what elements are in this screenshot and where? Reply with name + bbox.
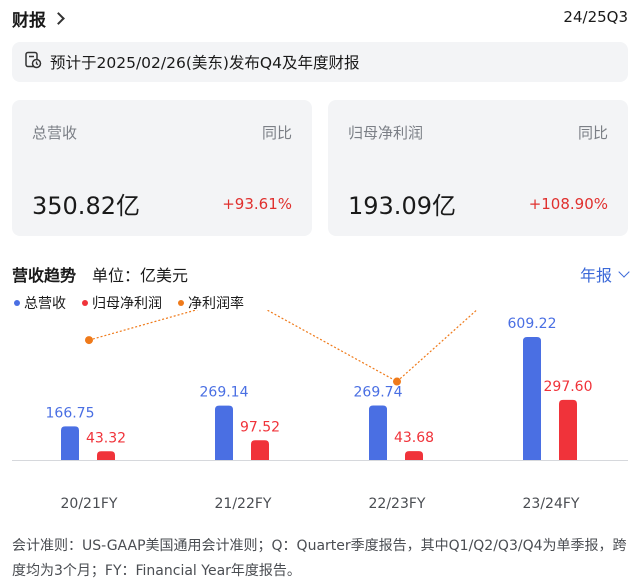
legend-label-revenue: 总营收	[24, 296, 66, 312]
net-profit-yoy-label: 同比	[577, 124, 608, 142]
bar-revenue-3	[523, 337, 541, 460]
trend-title: 营收趋势	[12, 266, 77, 285]
net-profit-yoy-change: +108.90%	[528, 195, 608, 213]
net-profit-label: 归母净利润	[348, 124, 424, 142]
earnings-header: 财报 24/25Q3	[12, 6, 628, 32]
margin-point-0	[85, 336, 93, 345]
revenue-value: 350.82亿	[32, 192, 140, 220]
bar-net-profit-3	[559, 399, 577, 460]
trend-header: 营收趋势 单位：亿美元 年报	[12, 262, 630, 286]
data-label-net-profit-1: 97.52	[240, 419, 280, 435]
period-type-dropdown[interactable]: 年报	[579, 262, 630, 286]
trend-unit: 单位：亿美元	[92, 266, 189, 285]
bar-revenue-2	[369, 405, 387, 460]
bar-revenue-1	[215, 405, 233, 460]
margin-point-2	[393, 377, 401, 386]
legend-dot-margin	[178, 300, 184, 306]
revenue-card[interactable]: 总营收 同比 350.82亿 +93.61%	[12, 100, 312, 236]
earnings-notice: 预计于2025/02/26(美东)发布Q4及年度财报	[12, 42, 628, 82]
bar-net-profit-0	[97, 451, 115, 460]
net-profit-card[interactable]: 归母净利润 同比 193.09亿 +108.90%	[328, 100, 628, 236]
chart-legend: 总营收 归母净利润 净利润率	[14, 293, 244, 313]
data-label-revenue-0: 166.75	[46, 405, 95, 421]
revenue-yoy-change: +93.61%	[222, 195, 292, 213]
x-tick-label-0: 20/21FY	[61, 496, 118, 512]
bar-revenue-0	[61, 426, 79, 460]
data-label-net-profit-2: 43.68	[394, 430, 434, 446]
legend-dot-net-profit	[82, 300, 88, 306]
margin-line	[88, 310, 478, 383]
x-tick-label-2: 22/23FY	[369, 496, 426, 512]
legend-label-net-profit: 归母净利润	[92, 296, 162, 312]
data-label-revenue-2: 269.74	[354, 385, 403, 401]
data-label-net-profit-0: 43.32	[86, 430, 126, 446]
legend-dot-revenue	[14, 300, 20, 306]
net-profit-value: 193.09亿	[348, 192, 456, 220]
revenue-yoy-label: 同比	[261, 124, 292, 142]
legend-item-revenue[interactable]: 总营收	[14, 293, 66, 313]
chevron-down-icon	[618, 265, 630, 278]
data-label-revenue-1: 269.14	[200, 385, 249, 401]
earnings-title-link[interactable]: 财报	[12, 6, 65, 31]
legend-label-margin: 净利润率	[188, 296, 244, 312]
data-label-net-profit-3: 297.60	[544, 379, 593, 395]
bar-net-profit-2	[405, 451, 423, 460]
x-tick-label-1: 21/22FY	[215, 496, 272, 512]
chevron-right-icon	[52, 12, 65, 25]
legend-item-margin[interactable]: 净利润率	[178, 293, 244, 313]
revenue-trend-chart: 166.75 43.32 20/21FY 269.14 97.52 21/22FY 269.…	[12, 310, 628, 512]
earnings-title: 财报	[12, 11, 46, 31]
accounting-footnote: 会计准则：US-GAAP美国通用会计准则；Q：Quarter季度报告，其中Q1/…	[12, 538, 627, 579]
bar-net-profit-1	[251, 440, 269, 460]
x-tick-label-3: 23/24FY	[523, 496, 580, 512]
calendar-clock-icon	[24, 51, 42, 73]
notice-text: 预计于2025/02/26(美东)发布Q4及年度财报	[50, 54, 360, 72]
legend-item-net-profit[interactable]: 归母净利润	[82, 293, 162, 313]
period-label: 24/25Q3	[563, 8, 628, 26]
period-type-value: 年报	[579, 266, 612, 285]
revenue-label: 总营收	[32, 124, 78, 142]
data-label-revenue-3: 609.22	[508, 316, 557, 332]
